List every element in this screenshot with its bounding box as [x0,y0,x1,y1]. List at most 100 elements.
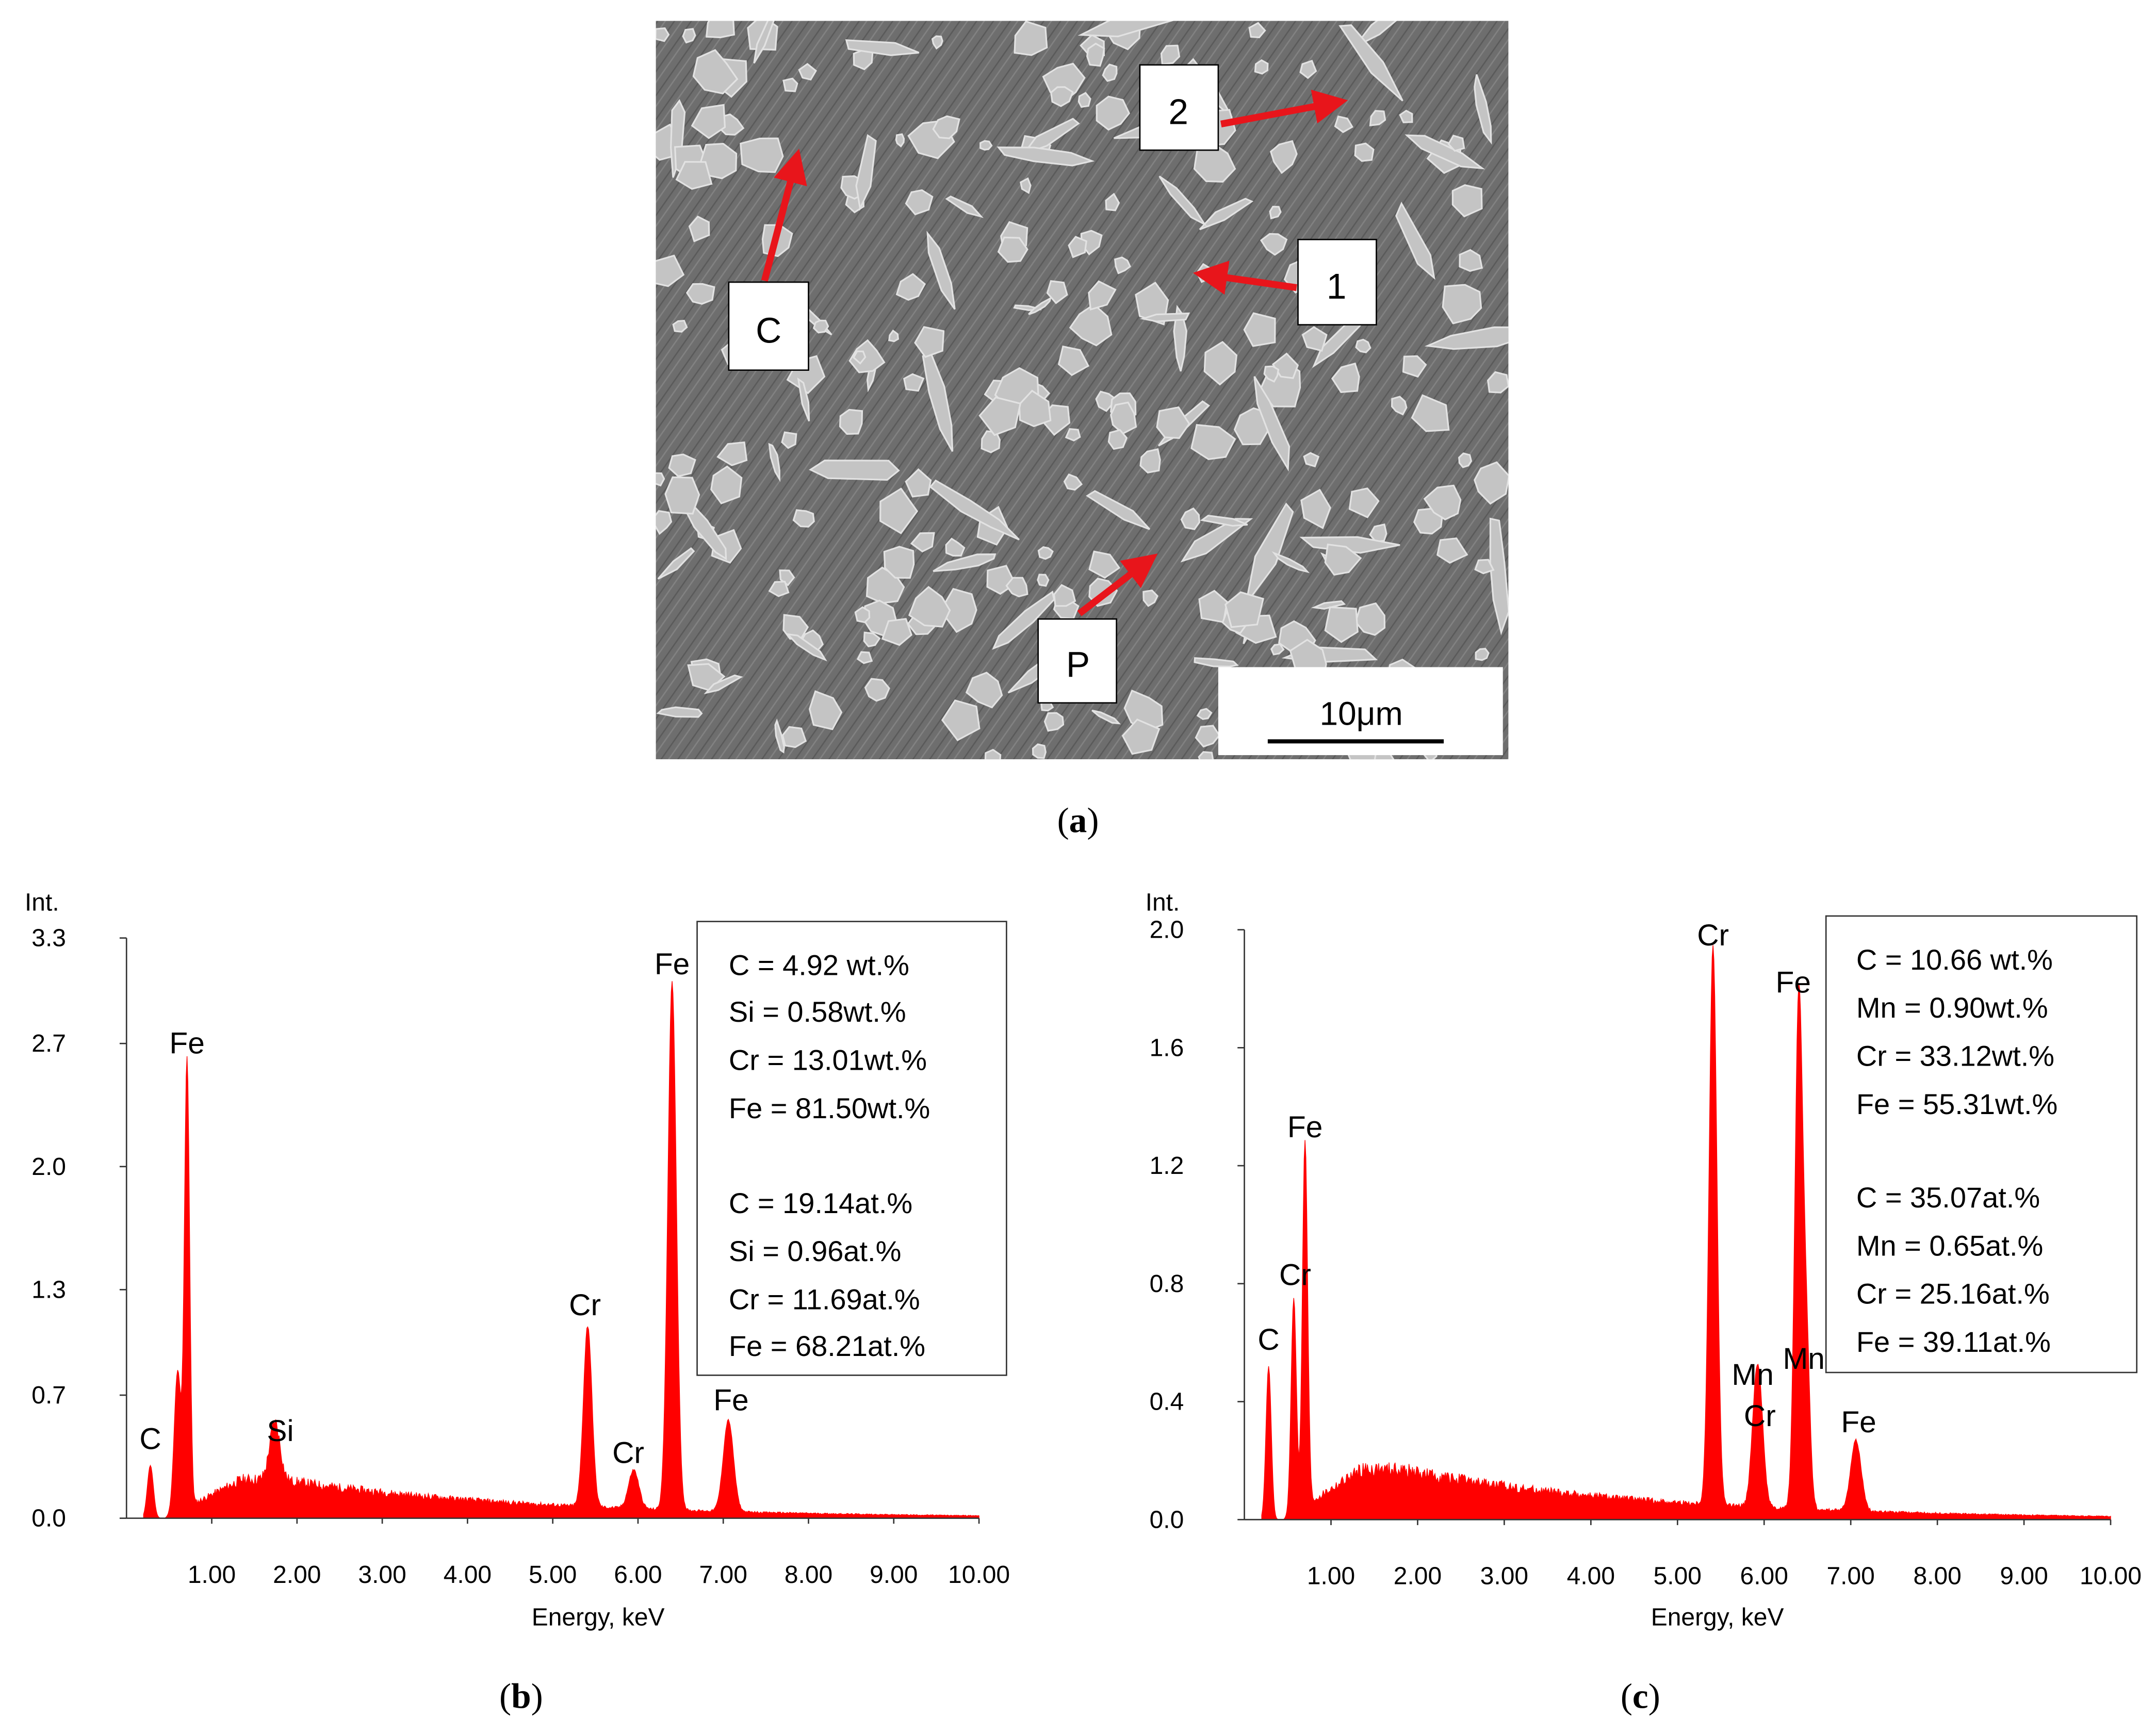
carbide-particle [798,62,817,81]
x-tick-label: 2.00 [273,1561,321,1589]
carbide-particle [1399,109,1413,123]
carbide-particle [1395,201,1435,280]
carbide-particle [1404,134,1485,170]
sem-micrograph: C 2 1 P 10μm [656,21,1509,760]
carbide-particle [808,460,900,481]
carbide-particle [753,21,775,64]
carbide-particle [1487,371,1509,394]
carbide-particle [1424,326,1509,350]
arrow-2 [1220,89,1348,128]
peak-labels-b: C Fe Si Cr Cr Fe Fe [139,947,748,1470]
carbide-particle [852,350,867,365]
label-box-2: 2 [1139,64,1219,151]
carbide-particle [705,21,735,39]
carbide-particle [856,651,873,664]
spectrum-b [143,981,979,1519]
carbide-particle [1160,44,1181,66]
carbide-particle [740,137,784,173]
carbide-particle [1180,518,1253,563]
carbide-particle [1032,743,1047,759]
carbide-particle [1121,718,1161,755]
composition-entry: C = 4.92 wt.% [729,949,909,982]
peak-label: Fe [1841,1405,1876,1439]
caption-b: (b) [499,1676,543,1715]
carbide-particle [1095,390,1116,412]
x-tick-label: 10.00 [2080,1563,2142,1590]
carbide-particle [1263,365,1280,383]
carbide-particle [768,580,790,597]
carbide-particle [1021,118,1080,156]
composition-entry: Mn = 0.90wt.% [1856,991,2048,1024]
carbide-particle [812,319,829,334]
carbide-particle [1474,461,1509,505]
carbide-particle [1203,340,1238,386]
caption-a: (a) [1057,800,1099,840]
label-box-p: P [1037,618,1117,704]
carbide-particle [692,49,739,95]
carbide-particle [1338,24,1403,102]
carbide-particle [1198,751,1214,760]
carbide-particle [1391,396,1408,416]
carbide-particle [656,706,703,718]
carbide-particle [1442,284,1482,324]
carbide-particle [672,319,688,333]
arrow-p [1077,553,1158,616]
label-c: C [756,310,781,350]
scale-bar-label: 10μm [1320,695,1403,732]
carbide-particle [903,373,925,392]
eds-spectrum-c: Int. 0.0 0.4 0.8 1.2 1.6 2.0 1.00 2.00 3.00 4.00… [1146,889,2142,1631]
x-tick-label: 8.00 [785,1561,832,1589]
peak-label: C [139,1422,161,1456]
carbide-particle [1413,508,1444,535]
composition-entry: C = 19.14at.% [729,1187,912,1219]
y-tick-label: 0.4 [1150,1388,1184,1416]
carbide-particle [931,35,943,50]
carbide-particle [1269,140,1298,174]
carbide-particle [845,39,920,56]
carbide-particle [781,431,797,449]
x-tick-label: 5.00 [1654,1563,1702,1590]
x-tick-label: 3.00 [1480,1563,1528,1590]
carbide-particle [1447,134,1465,152]
carbide-particle [888,329,900,342]
carbide-particle [688,215,710,242]
carbide-particle [945,195,984,218]
carbide-particle [1196,708,1213,720]
carbide-particle [1077,21,1174,38]
carbide-particle [768,443,780,482]
carbide-particle [1474,559,1495,575]
x-tick-label: 2.00 [1394,1563,1442,1590]
carbide-particle [656,472,665,487]
carbide-particle [1271,352,1299,379]
y-tick-label: 1.2 [1150,1152,1184,1180]
carbide-particle [1254,59,1269,75]
carbide-particle [1014,21,1048,56]
carbide-particle [1269,206,1282,220]
label-p: P [1066,644,1090,684]
caption-c: (c) [1621,1676,1660,1715]
composition-entry: Fe = 39.11at.% [1856,1326,2051,1358]
carbide-particle [895,273,926,301]
carbide-particle [1260,233,1288,256]
carbide-particle [1324,543,1362,576]
carbide-particle [910,532,935,553]
carbide-particle [657,547,695,580]
carbide-particle [1005,577,1028,598]
carbide-particle [1086,42,1105,67]
x-tick-label: 6.00 [614,1561,662,1589]
carbide-particle [808,690,843,730]
carbide-particle [864,678,890,702]
carbide-particle [1245,502,1294,604]
carbide-particle [1063,473,1083,491]
peak-label: Cr [1279,1258,1311,1292]
carbide-particle [774,718,785,754]
x-tick-label: 9.00 [2000,1563,2048,1590]
carbide-particle [905,189,934,216]
carbide-particle [855,134,877,211]
carbide-particle [1369,523,1387,543]
x-tick-label: 8.00 [1913,1563,1961,1590]
carbide-particle [932,115,960,139]
x-axis-label-b: Energy, keV [532,1604,665,1631]
composition-entry: Cr = 11.69at.% [729,1283,920,1315]
